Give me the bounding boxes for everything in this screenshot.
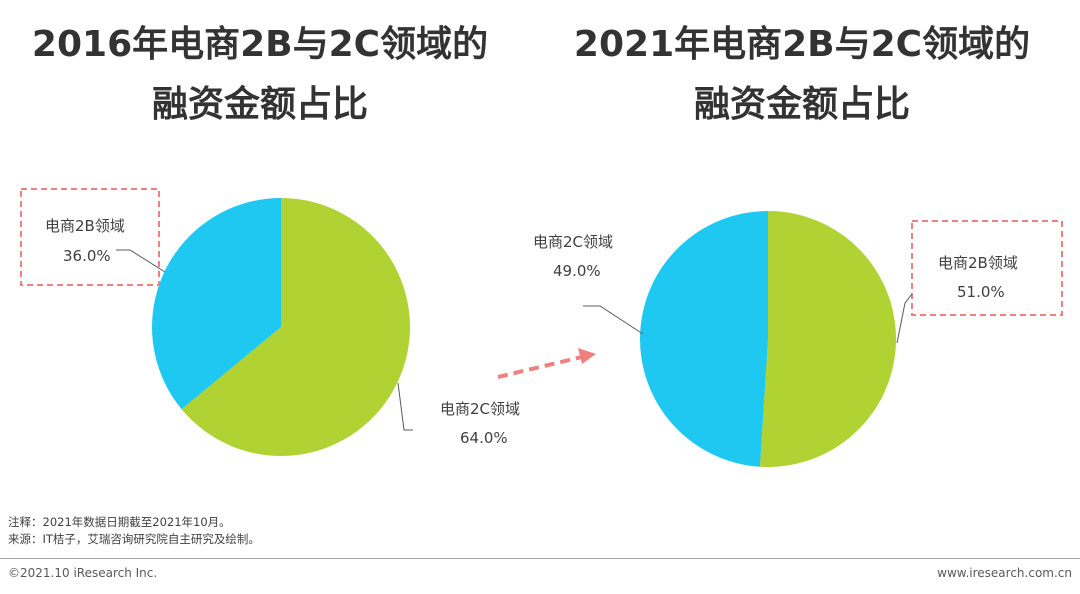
- label-2016-2b-value: 36.0%: [63, 247, 111, 265]
- leader-2016-2c: [397, 382, 413, 431]
- footnote-source: 来源：IT桔子，艾瑞咨询研究院自主研究及绘制。: [8, 532, 260, 546]
- label-2016-2c-name: 电商2C领域: [440, 400, 520, 418]
- label-2021-2b-value: 51.0%: [957, 283, 1005, 301]
- chart-title-2016-line1: 2016年电商2B与2C领域的: [31, 24, 489, 65]
- label-2016-2b-name: 电商2B领域: [45, 217, 125, 235]
- chart-title-2021: 2021年电商2B与2C领域的 融资金额占比: [542, 15, 1062, 135]
- pie-2016: [152, 198, 411, 457]
- chart-title-2021-line2: 融资金额占比: [693, 84, 910, 125]
- highlight-box-2021-2b: [911, 220, 1063, 316]
- chart-title-2016: 2016年电商2B与2C领域的 融资金额占比: [0, 15, 520, 135]
- leader-2016-2b: [116, 249, 166, 273]
- highlight-box-2016-2b: [20, 188, 160, 286]
- pie-2021: [639, 211, 896, 467]
- leader-2021-2c: [583, 305, 644, 335]
- chart-title-2016-line2: 融资金额占比: [151, 84, 368, 125]
- label-2021-2b-name: 电商2B领域: [938, 254, 1018, 272]
- copyright-text: ©2021.10 iResearch Inc.: [8, 566, 158, 580]
- pie-2016-slice-2b: [152, 198, 281, 410]
- pie-2021-slice-2c: [639, 211, 768, 467]
- label-2021-2c-name: 电商2C领域: [533, 233, 613, 251]
- pie-2021-slice-2b: [759, 211, 896, 467]
- label-2016-2c-value: 64.0%: [460, 429, 508, 447]
- transition-arrow: [497, 348, 596, 379]
- chart-title-2021-line1: 2021年电商2B与2C领域的: [573, 24, 1031, 65]
- footnote-note: 注释：2021年数据日期截至2021年10月。: [8, 515, 231, 529]
- website-link[interactable]: www.iresearch.com.cn: [937, 566, 1072, 580]
- pie-2016-slice-2c: [181, 198, 411, 457]
- leader-2021-2b: [896, 293, 913, 344]
- label-2021-2c-value: 49.0%: [553, 262, 601, 280]
- footer-divider: [0, 558, 1080, 559]
